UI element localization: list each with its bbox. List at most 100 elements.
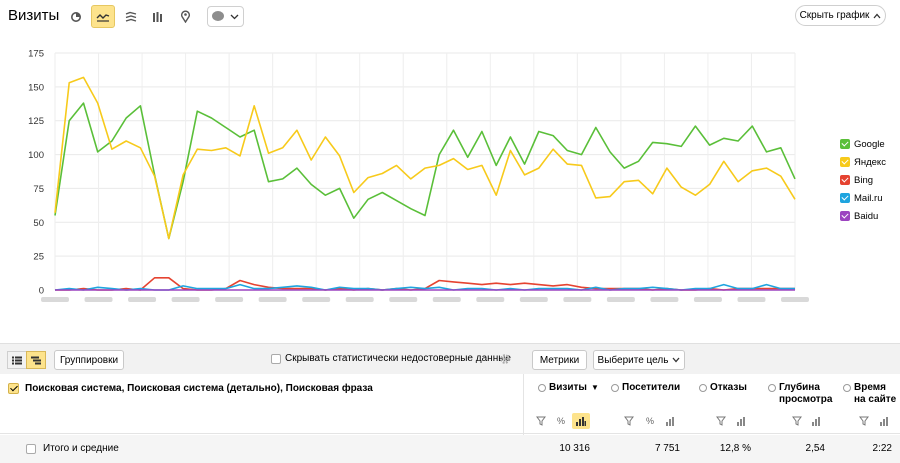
y-tick-label: 25 [33, 252, 44, 263]
line-view-toggle[interactable] [91, 5, 115, 28]
legend-checkbox[interactable] [840, 139, 850, 149]
totals-depth: 2,54 [805, 443, 825, 454]
column-header-visitors[interactable]: Посетители [611, 382, 680, 394]
column-header-depth[interactable]: Глубина просмотра [768, 382, 832, 406]
legend-item-yandex[interactable]: Яндекс [840, 156, 886, 168]
filter-icon[interactable] [855, 413, 873, 429]
x-tick-label [781, 297, 809, 302]
bar-chart-icon [153, 11, 162, 22]
chevron-down-icon [672, 357, 680, 363]
column-label: Глубина просмотра [779, 382, 833, 405]
hide-unreliable-toggle[interactable]: Скрывать статистически недостоверные дан… [271, 353, 511, 364]
groupings-button[interactable]: Группировки [54, 350, 124, 370]
x-tick-label [563, 297, 592, 302]
y-tick-label: 175 [28, 49, 44, 60]
x-tick-label [302, 297, 331, 302]
stacked-area-icon [125, 11, 137, 22]
x-tick-label [171, 297, 200, 302]
select-all-checkbox[interactable] [8, 383, 19, 394]
dimension-header-label: Поисковая система, Поисковая система (де… [25, 383, 373, 394]
series-line [54, 102, 796, 240]
column-label: Время на сайте [854, 382, 897, 405]
column-radio[interactable] [699, 384, 707, 392]
bar-chart-icon[interactable] [876, 413, 894, 429]
hide-unreliable-label: Скрывать статистически недостоверные дан… [285, 353, 511, 364]
legend-checkbox[interactable] [840, 193, 850, 203]
y-tick-label: 0 [39, 286, 44, 297]
totals-checkbox[interactable] [26, 444, 36, 454]
percent-icon[interactable]: % [556, 416, 565, 426]
x-tick-label [476, 297, 505, 302]
legend-checkbox[interactable] [840, 175, 850, 185]
map-pin-icon [180, 10, 190, 23]
percent-icon[interactable]: % [645, 416, 654, 426]
map-view-toggle[interactable] [173, 5, 197, 28]
visits-line-chart: 175 150 125 100 75 50 25 0 [28, 49, 809, 302]
metrics-button[interactable]: Метрики [532, 350, 587, 370]
column-radio[interactable] [611, 384, 619, 392]
legend-label: Google [854, 138, 885, 150]
series-line [54, 76, 796, 240]
annotations-dropdown[interactable] [207, 6, 244, 27]
tree-mode-button[interactable] [26, 351, 46, 369]
bar-chart-icon[interactable] [572, 413, 590, 429]
hide-chart-button[interactable]: Скрыть график [795, 5, 886, 26]
column-header-time[interactable]: Время на сайте [843, 382, 897, 406]
legend-label: Baidu [854, 210, 879, 222]
x-tick-label [693, 297, 722, 302]
bar-chart-icon[interactable] [662, 413, 680, 429]
totals-time: 2:22 [872, 443, 892, 454]
bar-chart-icon[interactable] [733, 413, 751, 429]
y-tick-label: 150 [28, 82, 44, 93]
filter-icon[interactable] [788, 413, 806, 429]
filter-icon[interactable] [712, 413, 730, 429]
filter-icon[interactable] [532, 413, 550, 429]
x-tick-label [41, 297, 69, 302]
x-tick-label [84, 297, 113, 302]
legend-checkbox[interactable] [840, 211, 850, 221]
goal-select-label: Выберите цель [597, 354, 669, 366]
dimension-header[interactable]: Поисковая система, Поисковая система (де… [8, 383, 373, 394]
goal-select[interactable]: Выберите цель [593, 350, 685, 370]
x-tick-label [432, 297, 461, 302]
column-radio[interactable] [768, 384, 776, 392]
x-tick-label [345, 297, 374, 302]
column-label: Посетители [622, 382, 681, 393]
column-header-bounce[interactable]: Отказы [699, 382, 747, 394]
x-tick-label [215, 297, 244, 302]
y-tick-label: 50 [33, 218, 44, 229]
legend-item-bing[interactable]: Bing [840, 174, 886, 186]
legend-checkbox[interactable] [840, 157, 850, 167]
x-tick-label [519, 297, 548, 302]
chart-legend: Google Яндекс Bing Mail.ru Baidu [840, 138, 886, 228]
y-tick-label: 75 [33, 184, 44, 195]
column-label: Отказы [710, 382, 747, 393]
legend-label: Яндекс [854, 156, 886, 168]
filter-icon[interactable] [620, 413, 638, 429]
x-tick-label [258, 297, 287, 302]
column-radio[interactable] [843, 384, 851, 392]
bar-view-toggle[interactable] [146, 5, 170, 28]
legend-item-baidu[interactable]: Baidu [840, 210, 886, 222]
column-header-visits[interactable]: Визиты ▼ [538, 382, 599, 394]
bar-chart-icon[interactable] [808, 413, 826, 429]
hide-chart-label: Скрыть график [799, 10, 870, 21]
line-chart-icon [96, 13, 110, 22]
x-tick-label [606, 297, 635, 302]
legend-item-google[interactable]: Google [840, 138, 886, 150]
y-tick-label: 100 [28, 150, 44, 161]
top-bar: Визиты Скрыть график [0, 0, 900, 34]
totals-visitors: 7 751 [654, 443, 680, 454]
table-header: Поисковая система, Поисковая система (де… [0, 374, 900, 434]
hide-unreliable-checkbox[interactable] [271, 353, 281, 364]
pie-view-toggle[interactable] [64, 5, 88, 28]
gear-icon[interactable] [499, 353, 511, 365]
page-title: Визиты [8, 7, 60, 24]
list-mode-button[interactable] [7, 351, 27, 369]
sort-desc-icon: ▼ [590, 383, 599, 392]
legend-label: Mail.ru [854, 192, 883, 204]
column-radio[interactable] [538, 384, 546, 392]
legend-item-mailru[interactable]: Mail.ru [840, 192, 886, 204]
area-view-toggle[interactable] [119, 5, 143, 28]
list-icon [12, 356, 22, 364]
